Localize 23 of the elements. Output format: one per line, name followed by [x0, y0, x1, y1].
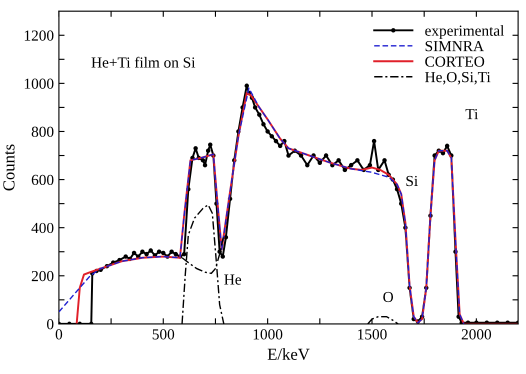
x-tick-label: 0: [56, 329, 62, 340]
annotation: Ti: [466, 108, 478, 120]
y-tick-label: 400: [31, 222, 54, 234]
y-tick-label: 1200: [24, 30, 54, 41]
y-tick-label: 600: [32, 174, 54, 186]
annotation: He+Ti film on Si: [91, 56, 196, 68]
x-tick-label: 1500: [358, 329, 387, 340]
legend-label: experimental: [425, 25, 504, 39]
annotation: O: [383, 292, 394, 302]
y-axis-title: Counts: [3, 144, 15, 190]
legend-label: CORTEO: [425, 56, 484, 67]
x-tick-label: 1000: [254, 329, 282, 340]
y-tick-label: 800: [32, 126, 54, 137]
y-tick-label: 200: [32, 270, 54, 282]
x-axis-title: E/keV: [268, 348, 310, 360]
y-tick-label: 0: [46, 319, 54, 330]
annotation: Si: [406, 176, 418, 186]
y-tick-label: 1000: [24, 78, 54, 89]
x-tick-label: 2000: [462, 329, 492, 340]
x-tick-label: 500: [152, 329, 174, 340]
legend-label: SIMNRA: [426, 41, 484, 52]
annotation: He: [224, 274, 242, 285]
legend-label: He,O,Si,Ti: [425, 72, 490, 84]
